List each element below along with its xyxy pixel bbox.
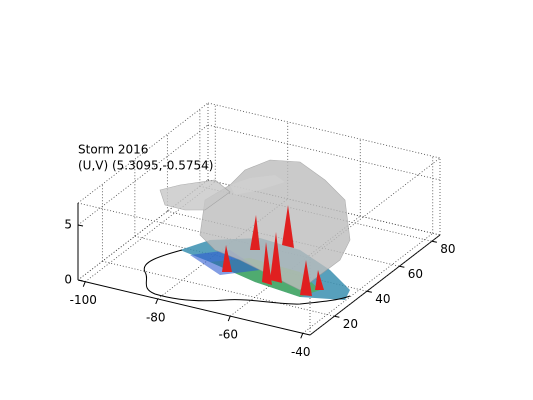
isosurface <box>230 175 285 195</box>
storm-core <box>222 205 324 296</box>
y-tick-label: 80 <box>440 242 455 256</box>
tick-mark <box>366 290 372 293</box>
coastline <box>143 249 351 305</box>
grid-line <box>157 198 288 300</box>
z-tick-label: 0 <box>64 273 72 287</box>
box-edge <box>77 102 209 204</box>
grid-line <box>207 124 441 181</box>
y-tick-label: 40 <box>375 292 390 306</box>
box-edge <box>309 234 441 336</box>
x-tick-label: -60 <box>218 328 238 342</box>
storm-volume <box>143 159 351 305</box>
grid-line <box>102 260 335 317</box>
x-tick-label: -40 <box>291 345 311 359</box>
box-edge <box>207 102 441 159</box>
chart-title: Storm 2016 <box>78 143 148 157</box>
tick-mark <box>334 315 340 318</box>
chart-subtitle: (U,V) (5.3095,-0.5754) <box>78 159 213 173</box>
grid-line <box>230 215 361 317</box>
isosurface <box>159 179 231 211</box>
grid-line <box>77 124 209 226</box>
grid-line <box>302 232 433 334</box>
tick-mark <box>155 298 159 305</box>
y-tick-label: 60 <box>408 267 423 281</box>
x-axis <box>77 279 311 336</box>
tick-mark <box>431 240 437 243</box>
y-tick-label: 20 <box>343 317 358 331</box>
tick-mark <box>77 224 84 227</box>
box-edge <box>77 179 209 281</box>
tick-mark <box>300 333 304 339</box>
grid-line <box>85 181 216 283</box>
tick-mark <box>227 315 231 322</box>
tick-mark <box>82 281 86 287</box>
tick-mark <box>399 265 405 268</box>
x-tick-label: -80 <box>146 310 166 324</box>
x-tick-label: -100 <box>70 293 97 307</box>
z-tick-label: 5 <box>64 218 72 232</box>
